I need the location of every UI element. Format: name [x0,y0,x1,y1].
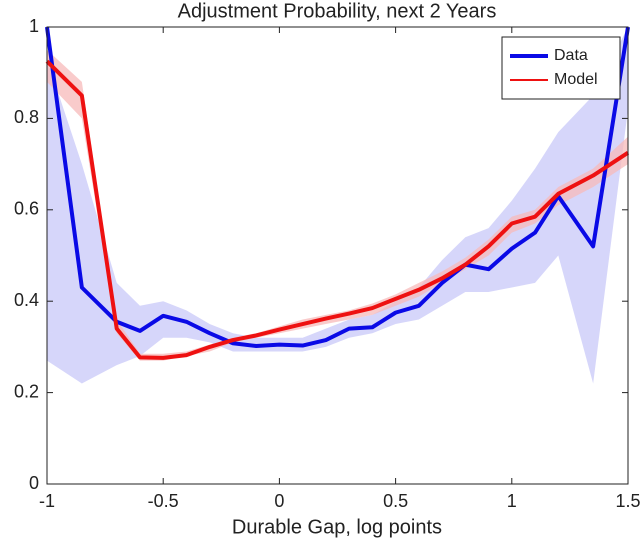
x-tick-label: 1.5 [615,491,640,511]
legend-label: Data [554,47,588,64]
data-line [45,26,630,348]
y-tick-label: 0.4 [14,290,39,310]
legend-box [501,36,621,100]
plot-frame [46,26,629,485]
chart-title: Adjustment Probability, next 2 Years [178,0,497,22]
y-tick-label: 0.2 [14,381,39,401]
y-tick-label: 0.6 [14,199,39,219]
x-tick-label: -0.5 [148,491,179,511]
y-tick-label: 0 [29,473,39,493]
data-line [45,59,630,360]
x-tick-label: 0.5 [383,491,408,511]
x-tick-label: -1 [39,491,55,511]
y-tick-label: 1 [29,16,39,36]
x-tick-label: 0 [274,491,284,511]
confidence-band [47,27,628,384]
y-tick-label: 0.8 [14,107,39,127]
x-axis-label: Durable Gap, log points [232,516,442,538]
x-tick-label: 1 [507,491,517,511]
legend-label: Model [554,71,598,88]
